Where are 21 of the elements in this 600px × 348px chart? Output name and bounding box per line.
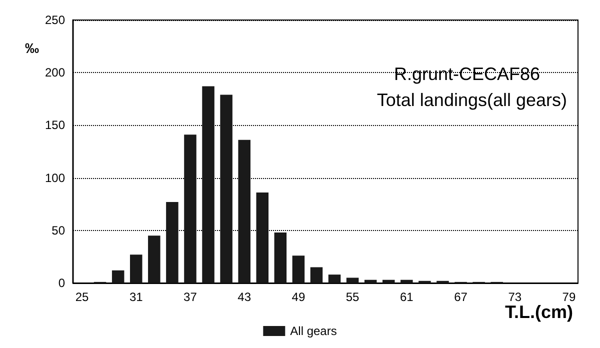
x-tick-label: 43	[238, 290, 252, 304]
x-tick-label: 61	[400, 290, 414, 304]
x-tick-label: 55	[346, 290, 360, 304]
y-tick-label: 150	[44, 118, 66, 132]
x-tick-label: 49	[292, 290, 306, 304]
legend-label: All gears	[290, 324, 337, 338]
x-tick-label: 79	[562, 290, 576, 304]
x-tick-label: 31	[129, 290, 144, 304]
x-tick-label: 25	[75, 290, 90, 304]
y-tick-label: 50	[52, 223, 66, 238]
x-tick-label: 37	[184, 290, 198, 304]
x-tick-label: 73	[508, 290, 522, 304]
y-tick-label: 0	[58, 276, 66, 290]
x-axis-title: T.L.(cm)	[505, 302, 574, 322]
text: Total landings(all gears)	[376, 90, 568, 110]
text: R.grunt-CECAF86	[394, 64, 540, 84]
y-tick-label: 200	[44, 66, 66, 80]
y-axis-title: ‰	[25, 40, 39, 56]
y-tick-label: 250	[44, 13, 66, 27]
x-tick-label: 67	[454, 290, 468, 304]
y-tick-label: 100	[44, 170, 66, 185]
